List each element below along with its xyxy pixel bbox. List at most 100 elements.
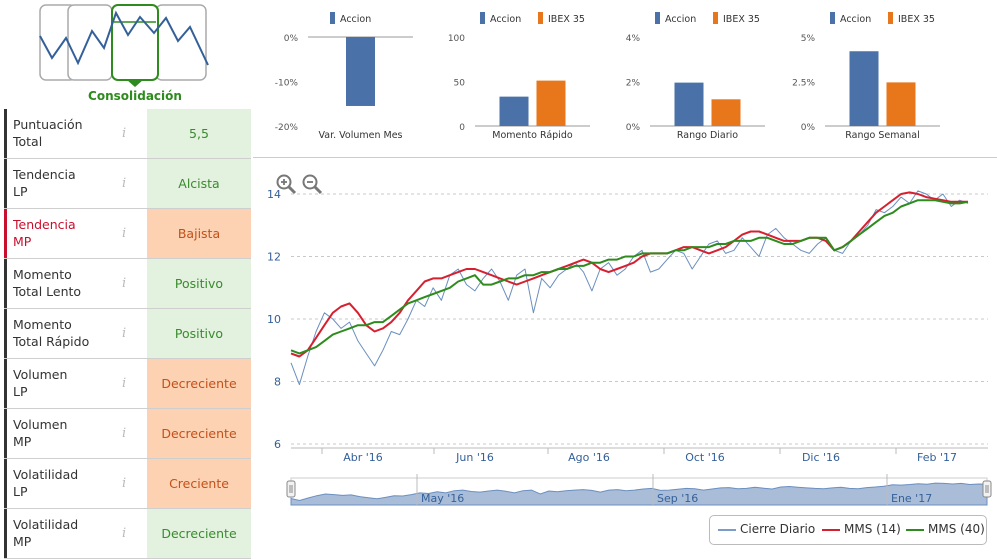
legend-cierre-swatch: [718, 528, 736, 531]
chart-title: Rango Diario: [677, 130, 738, 141]
indicator-name: Momento Total Rápido: [4, 309, 144, 358]
navigator-area: [290, 482, 988, 506]
legend-cierre[interactable]: Cierre Diario: [718, 522, 815, 536]
y-tick-label: 0: [459, 123, 465, 133]
indicator-name-line1: Tendencia: [13, 167, 76, 182]
info-icon[interactable]: i: [122, 476, 127, 491]
y-tick-label: 2.5%: [792, 79, 815, 89]
legend-mms14[interactable]: MMS (14): [822, 522, 901, 536]
y-tick-label: 8: [274, 376, 281, 389]
info-icon[interactable]: i: [122, 276, 127, 291]
info-icon[interactable]: i: [122, 226, 127, 241]
indicator-row: Tendencia LP i Alcista: [4, 159, 251, 209]
mini-chart-rango-semanal: Accion IBEX 35 5% 2.5% 0% Rango Semanal: [792, 12, 940, 141]
indicator-name: Momento Total Lento: [4, 259, 144, 308]
legend-mms40[interactable]: MMS (40): [906, 522, 985, 536]
legend-swatch: [888, 12, 893, 24]
mini-chart-momento: Accion IBEX 35 100 50 0 Momento Rápido: [448, 12, 590, 141]
navigator-label: May '16: [421, 492, 464, 505]
x-tick-label: Oct '16: [685, 451, 725, 464]
y-tick-label: 50: [454, 79, 466, 89]
bar-accion: [849, 51, 879, 126]
zoom-in-icon[interactable]: [275, 173, 297, 195]
indicator-name: Puntuación Total: [4, 109, 144, 158]
indicator-row: Puntuación Total i 5,5: [4, 109, 251, 159]
indicator-name: Tendencia LP: [4, 159, 144, 208]
y-tick-label: 14: [267, 188, 281, 201]
legend-label: Accion: [490, 14, 521, 25]
mini-chart-volumen: Accion 0% -10% -20% Var. Volumen Mes: [275, 12, 413, 141]
indicator-value: Creciente: [147, 459, 251, 508]
y-tick-label: -10%: [275, 79, 299, 89]
indicator-name-line1: Momento: [13, 317, 72, 332]
indicator-row: Volumen MP i Decreciente: [4, 409, 251, 459]
legend-label: Accion: [665, 14, 696, 25]
legend-cierre-label: Cierre Diario: [740, 522, 816, 536]
legend-swatch: [830, 12, 835, 24]
indicator-name-line2: MP: [13, 234, 32, 249]
indicator-value: Positivo: [147, 309, 251, 358]
indicator-row: Volatilidad MP i Decreciente: [4, 509, 251, 559]
info-icon[interactable]: i: [122, 376, 127, 391]
indicator-name-line1: Volatilidad: [13, 467, 79, 482]
indicator-row: Momento Total Lento i Positivo: [4, 259, 251, 309]
bar-ibex-35: [886, 82, 916, 126]
navigator-label: Sep '16: [657, 492, 698, 505]
chart-title: Var. Volumen Mes: [318, 130, 402, 141]
chart-title: Rango Semanal: [845, 130, 920, 141]
legend-label: Accion: [840, 14, 871, 25]
indicator-value: 5,5: [147, 109, 251, 158]
indicator-value: Positivo: [147, 259, 251, 308]
indicator-value: Decreciente: [147, 509, 251, 558]
series-cierre-diario: [290, 190, 969, 386]
phase-label: Consolidación: [88, 89, 182, 103]
indicator-name-line2: Total Lento: [13, 284, 82, 299]
y-tick-label: 0%: [284, 34, 299, 44]
price-chart[interactable]: 14 12 10 8 6 Abr '16 Jun '16 Ago '16 Oct '16 Dic …: [253, 160, 997, 510]
info-icon[interactable]: i: [122, 176, 127, 191]
x-tick-label: Ago '16: [568, 451, 610, 464]
indicator-name-line1: Puntuación: [13, 117, 83, 132]
indicator-name: Volatilidad LP: [4, 459, 144, 508]
legend-mms40-swatch: [906, 528, 924, 531]
y-tick-label: 100: [448, 34, 465, 44]
indicator-name: Tendencia MP: [4, 209, 144, 258]
x-tick-label: Dic '16: [802, 451, 840, 464]
legend-swatch: [330, 12, 335, 24]
bar-ibex-35: [536, 80, 566, 126]
indicator-name-line1: Tendencia: [13, 217, 76, 232]
indicator-name: Volumen MP: [4, 409, 144, 458]
legend-swatch: [538, 12, 543, 24]
indicator-value: Decreciente: [147, 359, 251, 408]
indicator-name: Volumen LP: [4, 359, 144, 408]
phase-icon: [39, 4, 209, 87]
x-tick-label: Abr '16: [343, 451, 383, 464]
y-tick-label: 5%: [801, 34, 816, 44]
legend-label: IBEX 35: [898, 14, 935, 25]
indicator-name-line2: MP: [13, 534, 32, 549]
chart-legend: Cierre Diario MMS (14) MMS (40): [709, 515, 987, 545]
y-tick-label: 12: [267, 251, 281, 264]
indicator-row: Volumen LP i Decreciente: [4, 359, 251, 409]
legend-swatch: [655, 12, 660, 24]
indicator-row: Momento Total Rápido i Positivo: [4, 309, 251, 359]
x-tick-label: Jun '16: [455, 451, 494, 464]
bar-accion: [346, 37, 375, 106]
legend-label: IBEX 35: [548, 14, 585, 25]
series-mms-40-: [290, 199, 969, 355]
zoom-out-icon[interactable]: [301, 173, 323, 195]
info-icon[interactable]: i: [122, 126, 127, 141]
chart-title: Momento Rápido: [492, 130, 573, 141]
indicator-name-line2: Total Rápido: [13, 334, 90, 349]
legend-swatch: [713, 12, 718, 24]
info-icon[interactable]: i: [122, 526, 127, 541]
navigator-label: Ene '17: [891, 492, 932, 505]
info-icon[interactable]: i: [122, 326, 127, 341]
navigator-handle-right[interactable]: [982, 480, 992, 498]
info-icon[interactable]: i: [122, 426, 127, 441]
indicator-name-line2: Total: [13, 134, 43, 149]
navigator-handle-left[interactable]: [286, 480, 296, 498]
y-tick-label: -20%: [275, 123, 299, 133]
indicator-value: Alcista: [147, 159, 251, 208]
legend-mms40-label: MMS (40): [928, 522, 985, 536]
